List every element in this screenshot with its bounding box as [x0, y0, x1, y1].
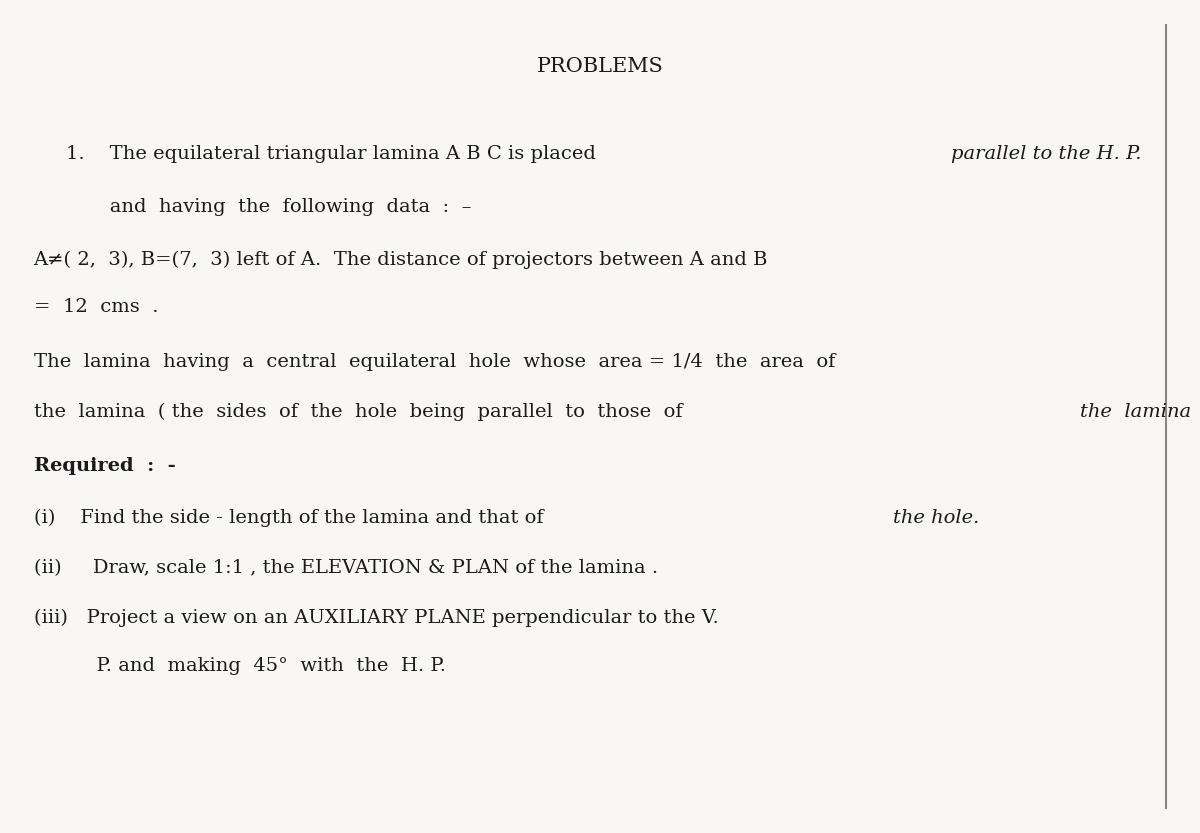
- Text: PROBLEMS: PROBLEMS: [536, 57, 664, 76]
- Text: P. and  making  45°  with  the  H. P.: P. and making 45° with the H. P.: [34, 657, 445, 676]
- Text: A≠( 2,  3), B=(7,  3) left of A.  The distance of projectors between A and B: A≠( 2, 3), B=(7, 3) left of A. The dista…: [34, 251, 768, 269]
- Text: the  lamina  ( the  sides  of  the  hole  being  parallel  to  those  of: the lamina ( the sides of the hole being…: [34, 402, 695, 421]
- Text: The  lamina  having  a  central  equilateral  hole  whose  area = 1/4  the  area: The lamina having a central equilateral …: [34, 352, 835, 371]
- Text: =  12  cms  .: = 12 cms .: [34, 297, 158, 316]
- Text: the hole.: the hole.: [893, 509, 979, 527]
- Text: and  having  the  following  data  :  –: and having the following data : –: [66, 197, 472, 216]
- Text: (ii)     Draw, scale 1:1 , the ELEVATION & PLAN of the lamina .: (ii) Draw, scale 1:1 , the ELEVATION & P…: [34, 559, 658, 577]
- Text: Required  :  -: Required : -: [34, 457, 175, 476]
- Text: (iii)   Project a view on an AUXILIARY PLANE perpendicular to the V.: (iii) Project a view on an AUXILIARY PLA…: [34, 609, 719, 627]
- Text: the  lamina: the lamina: [1080, 402, 1192, 421]
- Text: 1.    The equilateral triangular lamina A B C is placed: 1. The equilateral triangular lamina A B…: [66, 145, 602, 163]
- Text: parallel to the H. P.: parallel to the H. P.: [952, 145, 1142, 163]
- Text: (i)    Find the side - length of the lamina and that of: (i) Find the side - length of the lamina…: [34, 509, 550, 527]
